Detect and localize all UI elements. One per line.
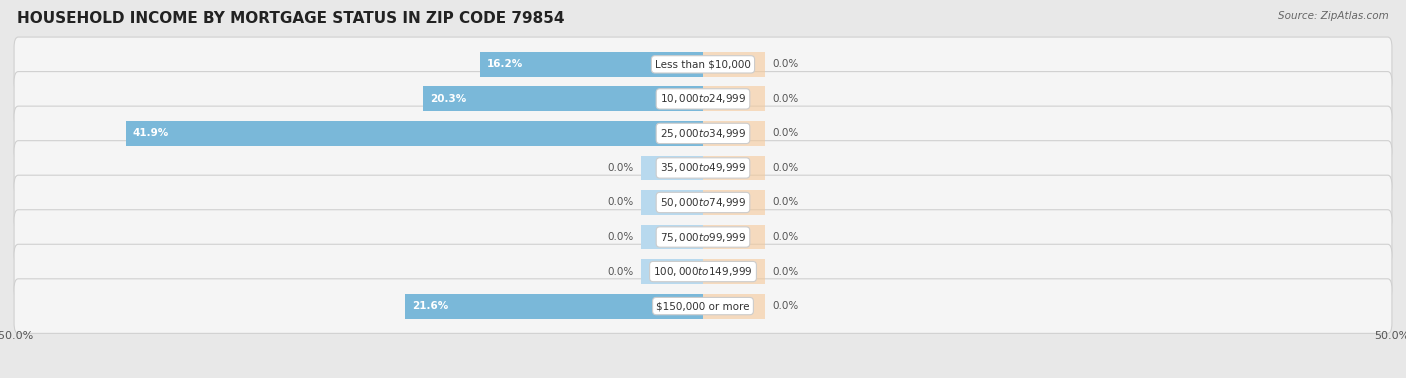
Bar (641, 155, 703, 180)
Text: 0.0%: 0.0% (772, 301, 799, 311)
Text: 41.9%: 41.9% (132, 129, 169, 138)
Bar (703, 294, 765, 319)
Bar (703, 121, 765, 146)
Bar (479, 52, 703, 77)
Bar (641, 259, 703, 284)
Text: $25,000 to $34,999: $25,000 to $34,999 (659, 127, 747, 140)
Bar (703, 155, 765, 180)
Text: $10,000 to $24,999: $10,000 to $24,999 (659, 92, 747, 105)
Text: 0.0%: 0.0% (772, 197, 799, 208)
Text: 0.0%: 0.0% (772, 129, 799, 138)
FancyBboxPatch shape (14, 210, 1392, 264)
Text: 20.3%: 20.3% (430, 94, 467, 104)
Text: Source: ZipAtlas.com: Source: ZipAtlas.com (1278, 11, 1389, 21)
FancyBboxPatch shape (14, 279, 1392, 333)
FancyBboxPatch shape (14, 175, 1392, 230)
Text: $100,000 to $149,999: $100,000 to $149,999 (654, 265, 752, 278)
Bar (703, 52, 765, 77)
Bar (125, 121, 703, 146)
FancyBboxPatch shape (14, 71, 1392, 126)
Text: 0.0%: 0.0% (607, 232, 634, 242)
Text: $50,000 to $74,999: $50,000 to $74,999 (659, 196, 747, 209)
Text: $150,000 or more: $150,000 or more (657, 301, 749, 311)
Bar (703, 259, 765, 284)
Text: $35,000 to $49,999: $35,000 to $49,999 (659, 161, 747, 175)
Text: 0.0%: 0.0% (772, 266, 799, 277)
FancyBboxPatch shape (14, 244, 1392, 299)
Bar (641, 190, 703, 215)
Text: HOUSEHOLD INCOME BY MORTGAGE STATUS IN ZIP CODE 79854: HOUSEHOLD INCOME BY MORTGAGE STATUS IN Z… (17, 11, 564, 26)
Text: 0.0%: 0.0% (772, 163, 799, 173)
Bar (423, 87, 703, 111)
FancyBboxPatch shape (14, 106, 1392, 161)
Bar (703, 190, 765, 215)
Bar (703, 225, 765, 249)
FancyBboxPatch shape (14, 37, 1392, 91)
Text: 0.0%: 0.0% (607, 266, 634, 277)
Text: 0.0%: 0.0% (607, 197, 634, 208)
Text: 0.0%: 0.0% (772, 232, 799, 242)
Text: Less than $10,000: Less than $10,000 (655, 59, 751, 69)
Text: 16.2%: 16.2% (486, 59, 523, 69)
Bar (703, 87, 765, 111)
Text: 21.6%: 21.6% (412, 301, 449, 311)
Text: 0.0%: 0.0% (772, 59, 799, 69)
Bar (405, 294, 703, 319)
Text: $75,000 to $99,999: $75,000 to $99,999 (659, 231, 747, 243)
Bar (641, 225, 703, 249)
Text: 0.0%: 0.0% (772, 94, 799, 104)
Text: 0.0%: 0.0% (607, 163, 634, 173)
FancyBboxPatch shape (14, 141, 1392, 195)
